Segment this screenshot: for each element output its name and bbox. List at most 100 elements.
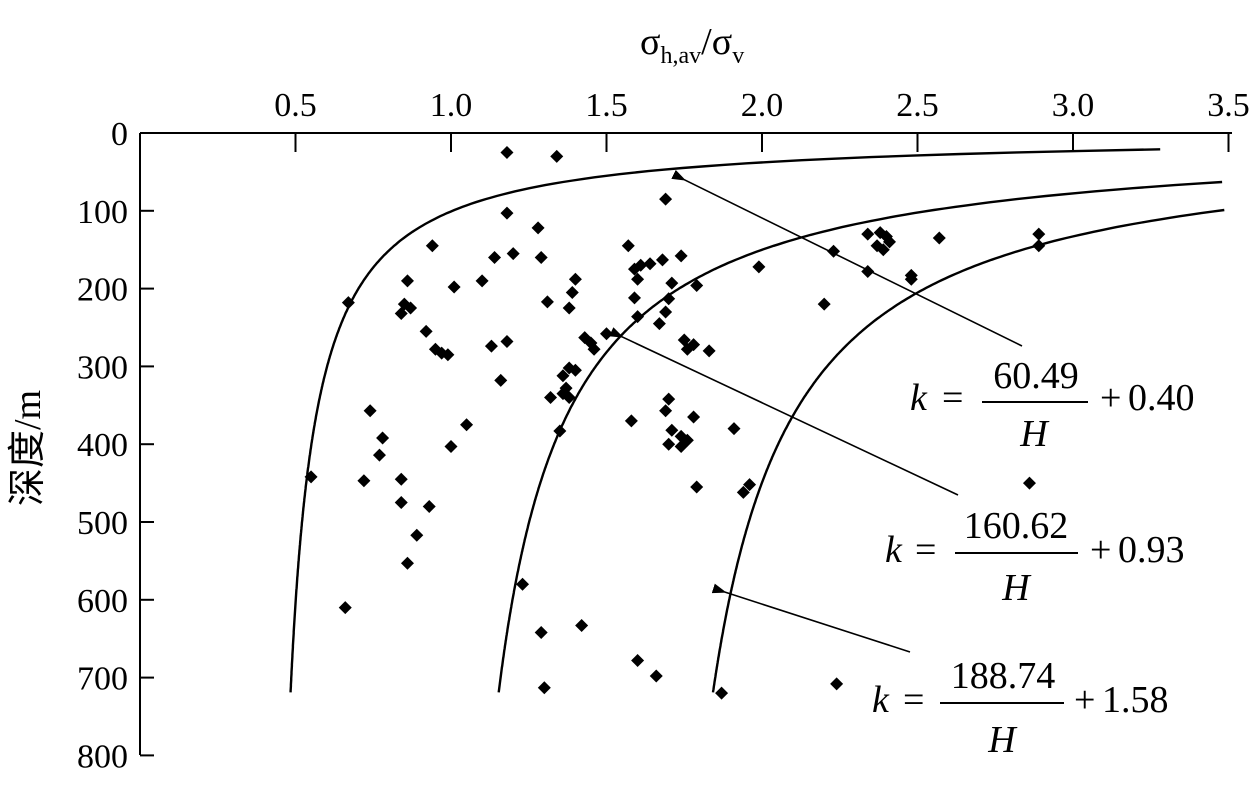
svg-text:k: k [872, 679, 890, 721]
data-point [544, 391, 558, 405]
svg-text:=: = [915, 529, 936, 571]
data-point [447, 280, 461, 294]
data-point [460, 418, 474, 432]
data-point [830, 677, 844, 691]
fit-curves [289, 148, 1225, 693]
data-point [394, 472, 408, 486]
svg-text:1.58: 1.58 [1102, 679, 1169, 721]
data-point [631, 653, 645, 667]
data-point [400, 274, 414, 288]
data-point [659, 192, 673, 206]
data-point [553, 424, 567, 438]
y-tick-label: 0 [111, 116, 128, 153]
data-point [441, 348, 455, 362]
data-point [655, 253, 669, 267]
data-point [422, 499, 436, 513]
fit-curve-1 [289, 148, 1161, 693]
data-point [1032, 239, 1046, 253]
svg-text:=: = [903, 679, 924, 721]
data-point [568, 272, 582, 286]
data-point [643, 257, 657, 271]
data-point [624, 414, 638, 428]
data-point [659, 305, 673, 319]
fit-curve-2 [497, 180, 1223, 693]
x-tick-label: 3.0 [1052, 87, 1095, 124]
x-tick-label: 1.5 [585, 87, 628, 124]
data-point [690, 480, 704, 494]
svg-text:H: H [987, 719, 1018, 761]
data-point [540, 295, 554, 309]
y-tick-label: 200 [77, 272, 128, 309]
data-point [904, 272, 918, 286]
data-point [662, 392, 676, 406]
data-point [587, 342, 601, 356]
data-points [304, 145, 1046, 700]
y-tick-label: 100 [77, 194, 128, 231]
data-point [562, 301, 576, 315]
y-tick-label: 700 [77, 661, 128, 698]
x-tick-label: 0.5 [274, 87, 317, 124]
data-point [665, 423, 679, 437]
annotation-arrow-3 [711, 583, 911, 653]
equation-3: k = 188.74 H + 1.58 [872, 655, 1169, 761]
data-point [883, 235, 897, 249]
y-ticks: 0 100 200 300 400 500 600 700 800 [77, 116, 154, 775]
data-point [506, 247, 520, 261]
data-point [674, 440, 688, 454]
data-point [394, 306, 408, 320]
data-point [817, 297, 831, 311]
data-point [600, 327, 613, 341]
data-point [500, 145, 514, 159]
svg-text:+: + [1100, 377, 1121, 419]
y-tick-label: 600 [77, 583, 128, 620]
data-point [575, 618, 589, 632]
x-tick-label: 1.0 [430, 87, 473, 124]
data-point [649, 669, 663, 683]
data-point [494, 373, 508, 387]
data-point [425, 239, 439, 253]
svg-text:0.40: 0.40 [1128, 377, 1195, 419]
data-point [516, 577, 530, 591]
y-axis-title: 深度/m [7, 390, 49, 506]
data-point [404, 301, 418, 315]
data-point [444, 440, 458, 454]
x-ticks: 0.5 1.0 1.5 2.0 2.5 3.0 3.5 [274, 87, 1250, 152]
data-point [680, 342, 694, 356]
data-point [500, 206, 514, 220]
data-point [534, 250, 548, 264]
data-point [827, 244, 841, 258]
data-point [500, 335, 514, 349]
y-tick-label: 400 [77, 427, 128, 464]
x-tick-label: 3.5 [1207, 87, 1250, 124]
data-point [338, 601, 352, 615]
data-point [556, 369, 570, 383]
data-point [562, 391, 576, 405]
y-tick-label: 500 [77, 505, 128, 542]
data-point [631, 272, 645, 286]
data-point [484, 339, 498, 353]
svg-text:160.62: 160.62 [964, 505, 1069, 547]
svg-text:0.93: 0.93 [1118, 529, 1185, 571]
data-point [537, 681, 551, 695]
data-point [631, 310, 645, 324]
svg-text:k: k [910, 377, 928, 419]
data-point [1022, 476, 1036, 490]
svg-text:60.49: 60.49 [993, 355, 1079, 397]
annotation-arrow-2 [609, 327, 959, 496]
svg-text:k: k [885, 529, 903, 571]
annotation-arrows [609, 169, 1023, 653]
data-point [665, 276, 679, 290]
svg-text:H: H [1001, 567, 1032, 609]
data-point [752, 260, 766, 274]
svg-text:+: + [1074, 679, 1095, 721]
x-axis-title: σh,av/σv [640, 21, 744, 69]
data-point [550, 149, 564, 163]
data-point [674, 249, 688, 263]
data-point [621, 239, 635, 253]
data-point [400, 556, 414, 570]
data-point [394, 496, 408, 510]
data-point [659, 404, 673, 418]
svg-text:H: H [1019, 413, 1050, 455]
y-tick-label: 800 [77, 738, 128, 775]
